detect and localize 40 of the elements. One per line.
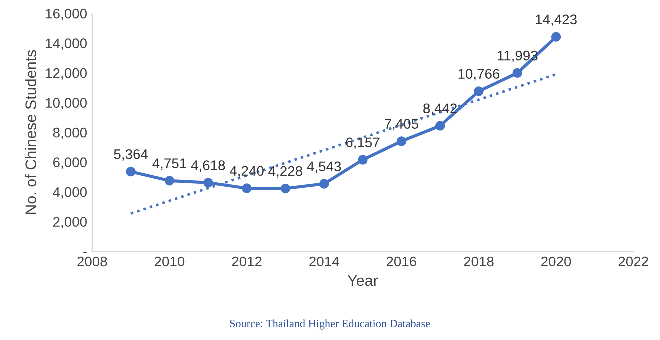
point bbox=[319, 179, 330, 189]
y-tick-label: - bbox=[84, 252, 87, 254]
point bbox=[204, 178, 214, 188]
y-tick-label: 8,000 bbox=[53, 128, 87, 140]
point bbox=[396, 136, 407, 146]
data-label: 14,423 bbox=[536, 14, 577, 26]
data-label: 4,751 bbox=[152, 158, 186, 170]
point bbox=[358, 155, 368, 165]
y-tick-label: 12,000 bbox=[46, 68, 87, 80]
point bbox=[242, 184, 252, 194]
y-tick-label: 14,000 bbox=[46, 38, 87, 50]
data-label: 5,364 bbox=[114, 150, 148, 161]
x-tick-label: 2010 bbox=[154, 256, 185, 267]
x-tick-label: 2008 bbox=[78, 256, 108, 267]
data-label: 4,543 bbox=[307, 162, 342, 174]
y-tick-label: 16,000 bbox=[46, 8, 87, 20]
source-note: Source: Thailand Higher Education Database bbox=[230, 320, 430, 330]
x-tick-label: 2018 bbox=[464, 256, 494, 267]
x-tick-label: 2020 bbox=[542, 256, 572, 267]
y-tick-label: 10,000 bbox=[46, 98, 87, 110]
point bbox=[126, 166, 136, 177]
point bbox=[474, 86, 484, 96]
point bbox=[280, 184, 291, 194]
data-label: 4,618 bbox=[191, 160, 226, 172]
point bbox=[164, 176, 175, 186]
point bbox=[512, 68, 522, 78]
point bbox=[551, 32, 562, 42]
data-label: 10,766 bbox=[458, 69, 500, 81]
data-label: 4,228 bbox=[268, 166, 302, 178]
x-tick-label: 2016 bbox=[386, 256, 416, 267]
x-tick-label: 2012 bbox=[232, 256, 262, 267]
x-tick-label: 2022 bbox=[618, 256, 648, 267]
y-axis-title: No. of Chinese Students bbox=[25, 50, 36, 214]
x-tick-label: 2014 bbox=[310, 256, 340, 267]
y-tick-label: 4,000 bbox=[53, 187, 87, 199]
data-label: 6,157 bbox=[346, 138, 380, 150]
y-tick-label: 2,000 bbox=[53, 217, 87, 229]
y-tick-label: 6,000 bbox=[53, 158, 87, 170]
point bbox=[435, 121, 446, 131]
x-axis-title: Year bbox=[348, 276, 378, 286]
